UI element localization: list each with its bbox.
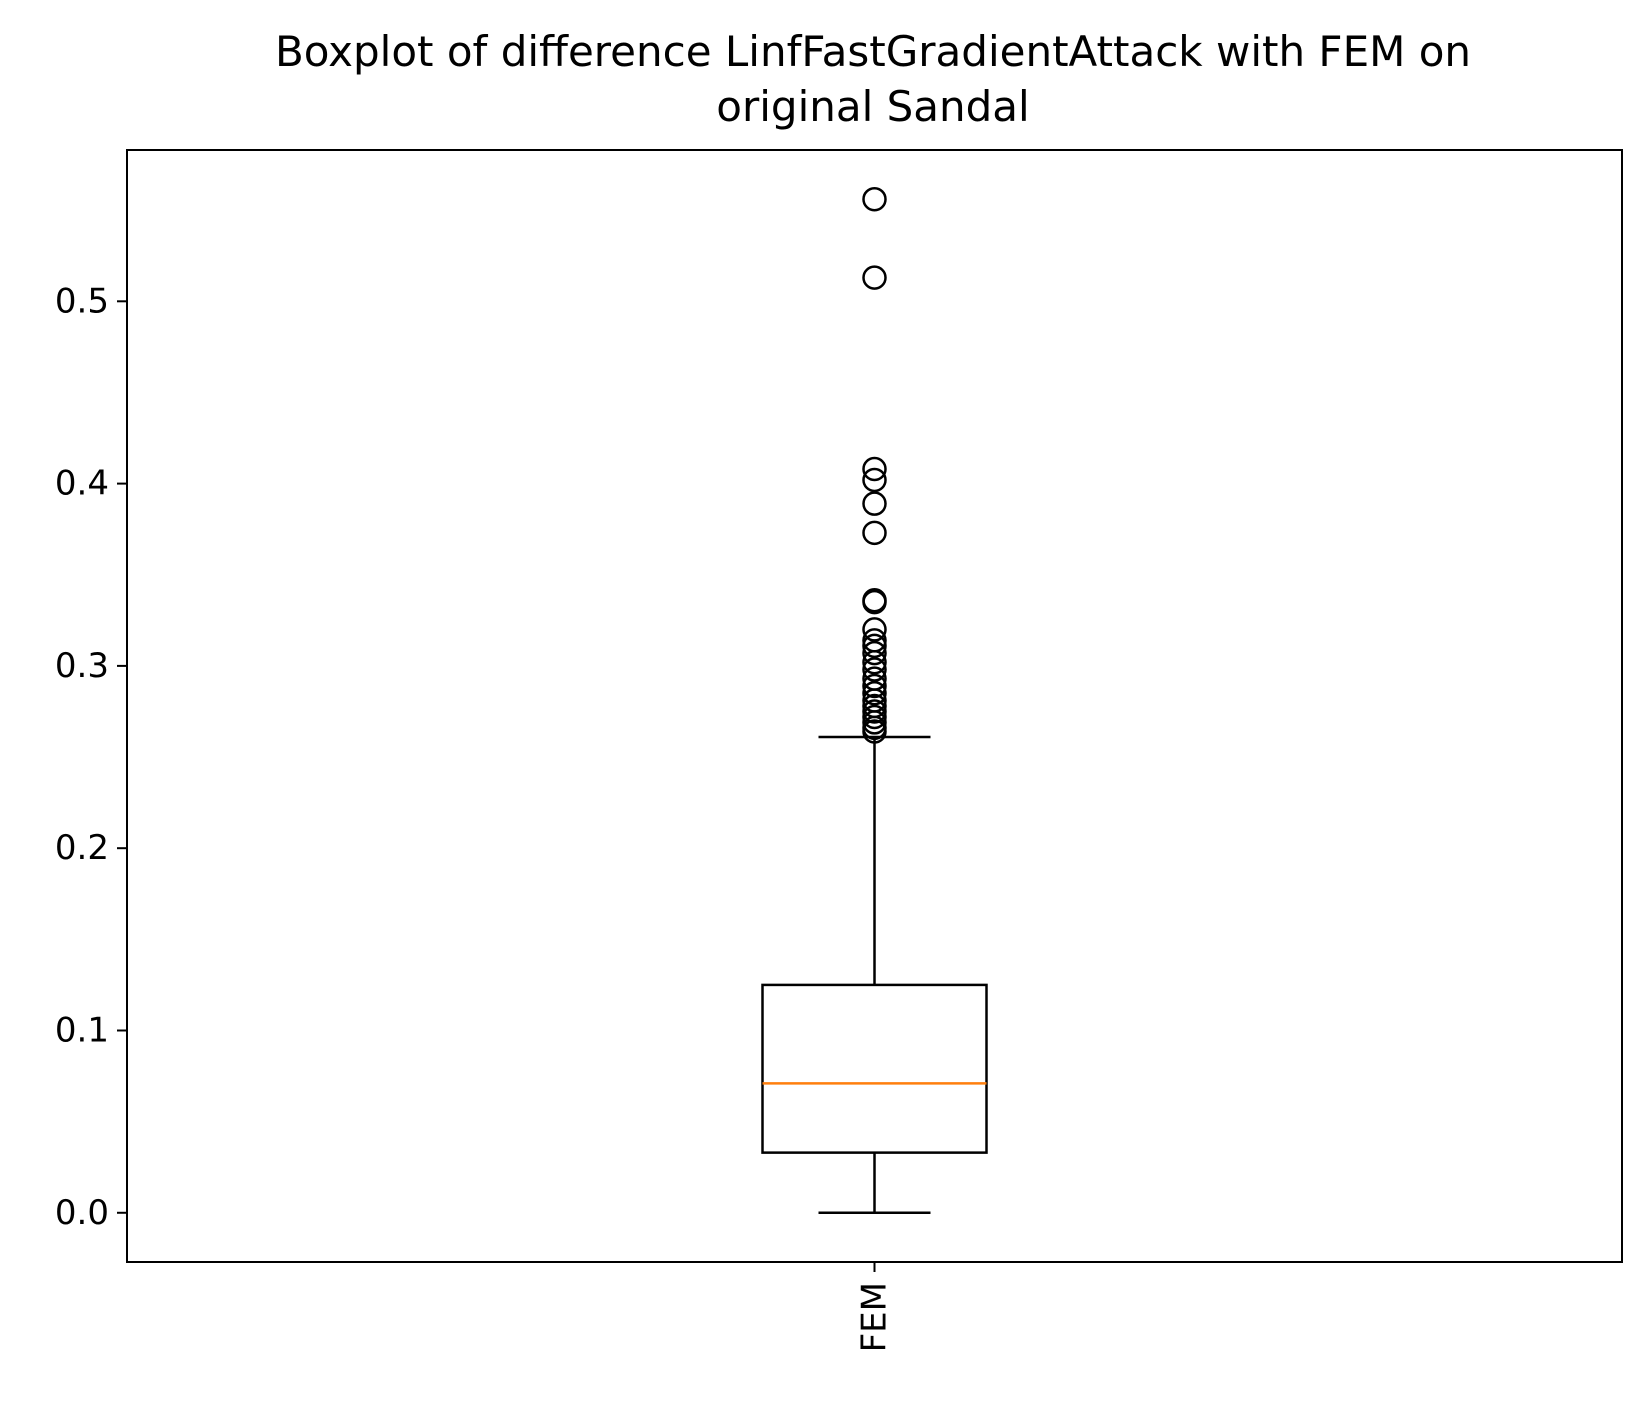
y-tick-label: 0.1 (55, 1010, 109, 1050)
outlier-point (862, 719, 887, 744)
outlier-point (862, 680, 887, 706)
outlier-point (862, 633, 887, 659)
y-tick-label: 0.4 (55, 464, 109, 504)
plot-content (761, 186, 988, 1215)
outlier-point (862, 589, 887, 615)
outlier-point (862, 617, 887, 642)
outlier-point (862, 699, 887, 724)
x-axis: FEM (855, 1262, 895, 1352)
outlier-point (862, 520, 887, 546)
box-group-fem (761, 186, 988, 1215)
outlier-point (862, 456, 887, 482)
chart-title-line-2: original Sandal (716, 82, 1029, 131)
outlier-point (862, 704, 887, 730)
box-iqr (761, 983, 988, 1154)
y-tick-label: 0.5 (55, 281, 109, 321)
y-tick-label: 0.0 (55, 1193, 109, 1233)
outlier-point (862, 649, 887, 675)
outlier-point (862, 265, 887, 290)
y-axis: 0.0 0.1 0.2 0.3 0.4 0.5 (55, 281, 127, 1233)
chart-title-line-1: Boxplot of difference LinfFastGradientAt… (275, 27, 1471, 76)
outlier-point (862, 640, 887, 666)
plot-frame (126, 149, 1623, 1263)
outlier-point (862, 491, 887, 516)
outlier-point (862, 673, 887, 699)
y-tick-label: 0.3 (55, 646, 109, 686)
x-tick-label: FEM (855, 1282, 895, 1352)
outlier-point (862, 657, 887, 682)
outlier-point (862, 467, 887, 493)
outlier-point (862, 710, 887, 735)
y-tick-label: 0.2 (55, 828, 109, 868)
outlier-point (862, 186, 887, 212)
